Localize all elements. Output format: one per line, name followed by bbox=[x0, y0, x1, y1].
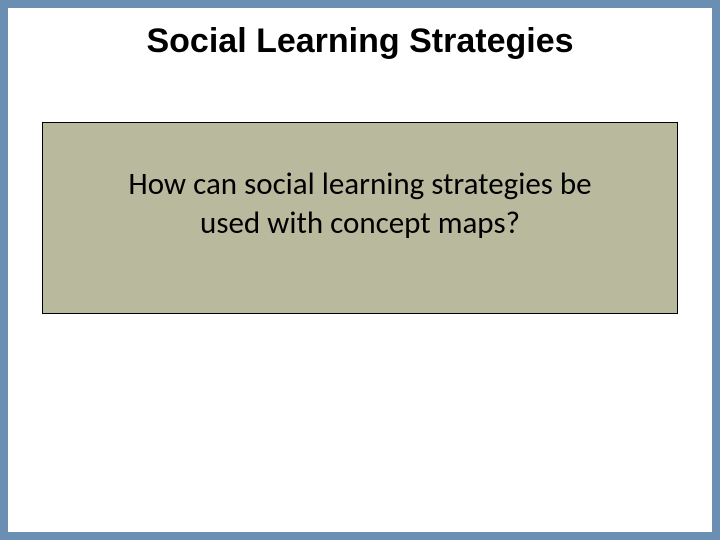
slide: Social Learning Strategies How can socia… bbox=[0, 0, 720, 540]
question-line-1: How can social learning strategies be bbox=[128, 165, 591, 203]
question-text: How can social learning strategies be us… bbox=[128, 165, 591, 243]
question-line-2: used with concept maps? bbox=[200, 204, 520, 242]
slide-title: Social Learning Strategies bbox=[8, 22, 712, 61]
question-box: How can social learning strategies be us… bbox=[42, 122, 678, 314]
